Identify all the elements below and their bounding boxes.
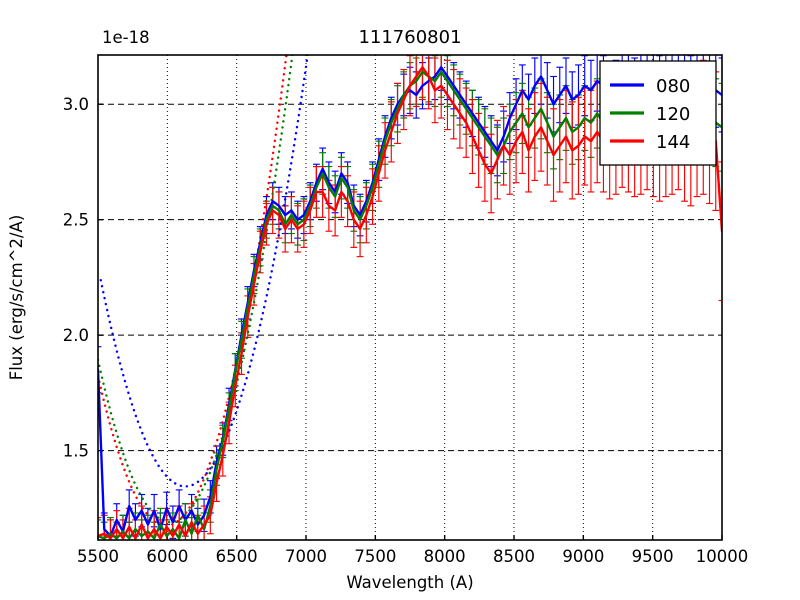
x-tick-label: 6500	[216, 547, 258, 566]
x-tick-label: 10000	[696, 547, 749, 566]
x-tick-label: 8500	[493, 547, 535, 566]
y-axis-label: Flux (erg/s/cm^2/A)	[7, 215, 26, 381]
x-tick-label: 9000	[562, 547, 604, 566]
x-tick-label: 9500	[632, 547, 674, 566]
page-title: 111760801	[358, 27, 461, 48]
legend[interactable]: 080 120 144	[599, 60, 717, 166]
fit-curve-120-fit	[98, 55, 294, 524]
legend-label-144[interactable]: 144	[656, 132, 690, 153]
y-tick-label: 2.5	[63, 211, 89, 230]
y-tick-label: 3.0	[63, 95, 89, 114]
y-axis-offset-label: 1e-18	[102, 28, 150, 47]
fit-curves	[98, 55, 309, 527]
x-tick-label: 8000	[424, 547, 466, 566]
x-tick-label: 7000	[285, 547, 327, 566]
x-axis-label: Wavelength (A)	[346, 573, 473, 592]
x-tick-label: 5500	[77, 547, 119, 566]
gridlines	[98, 55, 722, 540]
y-tick-label: 1.5	[63, 442, 89, 461]
fit-curve-080-fit	[99, 55, 309, 488]
axes-frame	[97, 54, 723, 541]
y-tick-label: 2.0	[63, 326, 89, 345]
x-tick-label: 7500	[354, 547, 396, 566]
x-tick-labels: 5500 6000 6500 7000 7500 8000 8500 9000 9500 1000…	[77, 547, 748, 566]
legend-label-120[interactable]: 120	[656, 104, 690, 125]
x-tick-label: 6000	[146, 547, 188, 566]
y-tick-labels: 1.5 2.0 2.5 3.0	[63, 95, 89, 460]
legend-label-080[interactable]: 080	[656, 76, 690, 97]
